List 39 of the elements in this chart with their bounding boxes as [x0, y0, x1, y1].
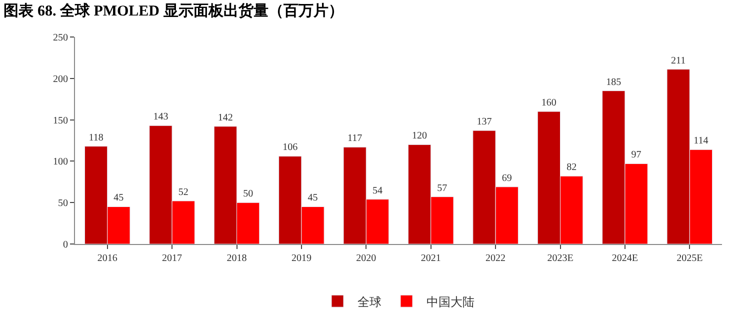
data-label: 142: [218, 112, 233, 124]
legend-label: 全球: [358, 294, 382, 309]
y-tick-label: 200: [53, 74, 68, 85]
x-tick-label: 2017: [162, 253, 182, 264]
y-tick-label: 0: [63, 240, 68, 250]
data-label: 45: [114, 192, 124, 204]
x-tick-label: 2022: [486, 253, 506, 264]
data-label: 57: [437, 182, 448, 194]
data-label: 45: [308, 192, 318, 204]
data-label: 137: [476, 116, 492, 128]
x-tick-label: 2023E: [547, 253, 574, 264]
y-tick-label: 100: [53, 156, 68, 168]
data-label: 52: [178, 186, 188, 198]
data-label: 50: [243, 188, 254, 200]
x-tick-label: 2025E: [676, 253, 703, 264]
data-label: 160: [541, 98, 556, 109]
data-label: 143: [153, 112, 168, 123]
y-tick-label: 150: [53, 115, 68, 126]
x-tick-label: 2020: [356, 253, 376, 264]
y-tick-label: 250: [53, 32, 68, 44]
data-label: 211: [671, 55, 686, 66]
chart-title: 图表 68. 全球 PMOLED 显示面板出货量（百万片）: [4, 2, 344, 20]
data-label: 114: [694, 136, 708, 147]
data-label: 118: [88, 132, 104, 144]
x-tick-label: 2021: [420, 253, 441, 264]
data-label: 120: [412, 130, 428, 142]
data-label: 97: [631, 150, 642, 161]
data-label: 69: [502, 172, 512, 184]
x-tick-label: 2024E: [612, 253, 638, 264]
data-label: 106: [282, 142, 298, 154]
y-tick-label: 50: [58, 198, 68, 210]
x-tick-label: 2018: [226, 253, 247, 264]
data-label: 54: [372, 185, 382, 196]
data-label: 82: [566, 162, 577, 174]
data-label: 117: [348, 133, 362, 144]
legend-label: 中国大陆: [426, 294, 474, 309]
x-tick-label: 2019: [291, 253, 312, 264]
x-tick-label: 2016: [97, 253, 118, 264]
data-label: 185: [606, 76, 622, 88]
